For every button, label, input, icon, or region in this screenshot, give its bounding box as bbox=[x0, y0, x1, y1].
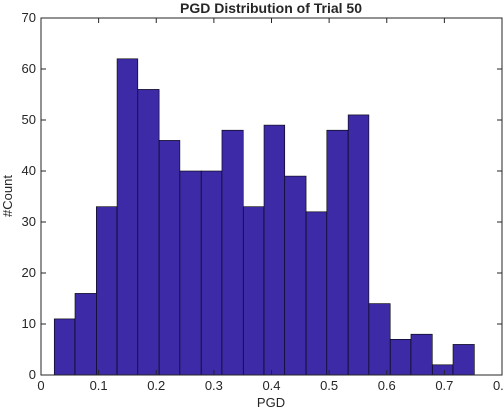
x-tick-label: 0.5 bbox=[320, 378, 338, 393]
chart-title: PGD Distribution of Trial 50 bbox=[180, 0, 362, 16]
x-tick-label: 0.8 bbox=[493, 378, 504, 393]
y-tick-label: 40 bbox=[22, 163, 36, 178]
bar bbox=[410, 333, 433, 376]
y-tick-label: 0 bbox=[29, 367, 36, 382]
x-tick-label: 0 bbox=[37, 378, 44, 393]
bar bbox=[263, 124, 286, 376]
bar bbox=[368, 303, 391, 376]
x-tick-label: 0.6 bbox=[378, 378, 396, 393]
y-tick-label: 30 bbox=[22, 214, 36, 229]
y-tick-label: 20 bbox=[22, 265, 36, 280]
bar bbox=[179, 170, 202, 376]
x-axis-label: PGD bbox=[257, 395, 285, 410]
bar bbox=[74, 293, 97, 376]
y-tick-label: 10 bbox=[22, 316, 36, 331]
y-tick-label: 60 bbox=[22, 61, 36, 76]
x-tick-label: 0.4 bbox=[262, 378, 280, 393]
x-tick-label: 0.7 bbox=[435, 378, 453, 393]
bar bbox=[305, 211, 328, 376]
bar bbox=[158, 140, 181, 376]
bar bbox=[116, 58, 139, 376]
y-tick-label: 70 bbox=[22, 10, 36, 25]
bar bbox=[431, 364, 454, 376]
bar bbox=[242, 206, 265, 376]
bar bbox=[137, 89, 160, 376]
x-tick-label: 0.3 bbox=[205, 378, 223, 393]
x-tick-label: 0.2 bbox=[147, 378, 165, 393]
bar bbox=[389, 338, 412, 376]
bar bbox=[326, 129, 349, 376]
bar bbox=[96, 206, 118, 376]
y-tick-label: 50 bbox=[22, 112, 36, 127]
bar bbox=[284, 175, 307, 376]
y-axis-label: #Count bbox=[0, 175, 15, 217]
bar bbox=[200, 170, 223, 376]
bar bbox=[347, 114, 370, 376]
x-tick-label: 0.1 bbox=[90, 378, 108, 393]
bar bbox=[221, 129, 244, 376]
bar bbox=[53, 318, 76, 376]
bar bbox=[452, 344, 475, 376]
